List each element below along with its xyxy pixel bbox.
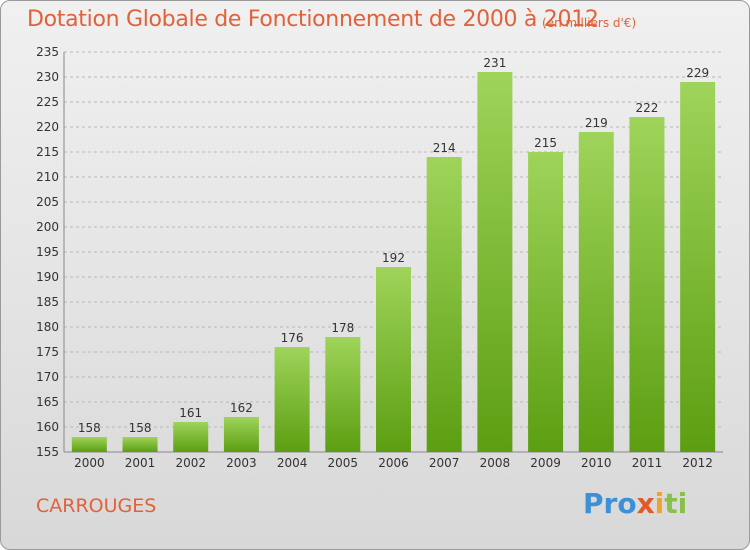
x-tick-label-2004: 2004 (277, 456, 308, 470)
bar-2008 (477, 72, 513, 452)
bar-2003 (223, 417, 259, 452)
x-tick-label-2005: 2005 (328, 456, 359, 470)
value-label-2012: 229 (686, 66, 709, 80)
y-tick-label: 205 (36, 195, 59, 209)
value-label-2011: 222 (636, 101, 659, 115)
bar-2012 (680, 82, 716, 452)
x-tick-label-2006: 2006 (378, 456, 409, 470)
y-tick-label: 215 (36, 145, 59, 159)
y-tick-label: 170 (36, 370, 59, 384)
value-label-2007: 214 (433, 141, 456, 155)
bar-2002 (173, 422, 209, 452)
y-tick-label: 225 (36, 95, 59, 109)
x-tick-label-2003: 2003 (226, 456, 257, 470)
x-tick-label-2011: 2011 (632, 456, 663, 470)
value-label-2002: 161 (179, 406, 202, 420)
x-tick-label-2010: 2010 (581, 456, 612, 470)
proxiti-logo: Proxiti (583, 487, 688, 520)
y-tick-label: 230 (36, 70, 59, 84)
bar-2007 (426, 157, 462, 452)
bar-2000 (71, 437, 107, 452)
y-tick-label: 235 (36, 45, 59, 59)
commune-name: CARROUGES (36, 495, 157, 517)
value-label-2008: 231 (483, 56, 506, 70)
value-label-2004: 176 (281, 331, 304, 345)
y-tick-label: 200 (36, 220, 59, 234)
bar-2005 (325, 337, 361, 452)
y-tick-label: 185 (36, 295, 59, 309)
chart-title: Dotation Globale de Fonctionnement de 20… (27, 7, 599, 32)
y-tick-label: 220 (36, 120, 59, 134)
y-tick-label: 180 (36, 320, 59, 334)
y-tick-label: 210 (36, 170, 59, 184)
value-label-2000: 158 (78, 421, 101, 435)
unit-note: (en milliers d'€) (542, 16, 637, 30)
x-tick-label-2002: 2002 (175, 456, 206, 470)
y-tick-label: 190 (36, 270, 59, 284)
x-tick-label-2012: 2012 (682, 456, 713, 470)
value-label-2001: 158 (129, 421, 152, 435)
value-label-2009: 215 (534, 136, 557, 150)
bar-2004 (274, 347, 310, 452)
x-tick-label-2008: 2008 (480, 456, 511, 470)
x-tick-label-2000: 2000 (74, 456, 105, 470)
x-tick-label-2009: 2009 (530, 456, 561, 470)
y-tick-label: 160 (36, 420, 59, 434)
bar-2010 (578, 132, 614, 452)
y-tick-label: 165 (36, 395, 59, 409)
value-label-2010: 219 (585, 116, 608, 130)
bar-2011 (629, 117, 665, 452)
x-tick-label-2001: 2001 (125, 456, 156, 470)
bar-2009 (528, 152, 564, 452)
x-tick-label-2007: 2007 (429, 456, 460, 470)
y-tick-label: 175 (36, 345, 59, 359)
y-tick-label: 155 (36, 445, 59, 459)
value-label-2005: 178 (331, 321, 354, 335)
value-label-2006: 192 (382, 251, 405, 265)
bar-2006 (376, 267, 411, 452)
value-label-2003: 162 (230, 401, 253, 415)
bar-2001 (122, 437, 158, 452)
y-tick-label: 195 (36, 245, 59, 259)
